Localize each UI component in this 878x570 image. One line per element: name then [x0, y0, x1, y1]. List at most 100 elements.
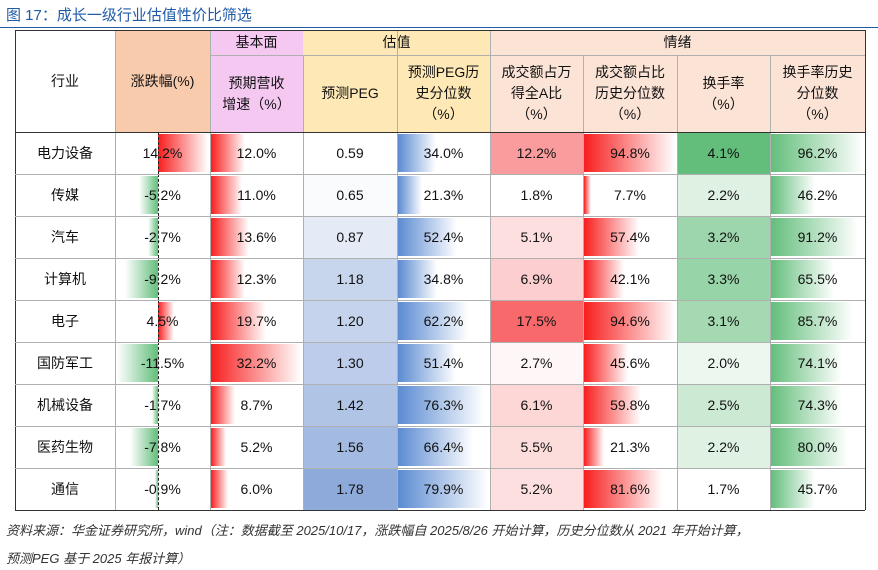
heat-cell	[490, 342, 583, 384]
header-line: 涨跌幅(%)	[130, 72, 195, 89]
cell-text: 65.5%	[797, 270, 838, 287]
heat-cell	[677, 342, 770, 384]
grid-line	[210, 55, 865, 56]
column-header: 预测PEG	[303, 55, 397, 132]
heat-cell	[303, 258, 397, 300]
cell-text: 76.3%	[423, 396, 464, 413]
heat-cell	[303, 384, 397, 426]
cell-text: 3.2%	[707, 228, 740, 245]
data-bar	[771, 470, 815, 508]
cell-text: 4.5%	[146, 312, 179, 329]
data-bar	[130, 428, 158, 466]
cell-text: 17.5%	[516, 312, 557, 329]
data-bar	[771, 260, 834, 298]
data-bar	[584, 386, 642, 424]
footnote: 资料来源：华金证券研究所，wind（注：数据截至 2025/10/17，涨跌幅自…	[6, 523, 749, 538]
data-bar	[211, 428, 226, 466]
cell-text: 2.2%	[707, 438, 740, 455]
cell-text: 94.6%	[610, 312, 650, 329]
header-line: 换手率历史	[782, 64, 853, 80]
cell-text: -9.2%	[144, 270, 181, 287]
column-header: 预测PEG历 史分位数 （%）	[397, 55, 490, 132]
bar-axis	[157, 342, 159, 384]
data-bar	[398, 134, 437, 172]
data-bar	[211, 470, 228, 508]
grid-line	[15, 174, 865, 175]
cell-text: 21.3%	[423, 186, 464, 203]
heat-cell	[303, 132, 397, 174]
header-line: （%）	[703, 95, 744, 112]
data-bar	[584, 176, 592, 214]
cell-text: 14.2%	[142, 144, 183, 161]
heat-cell	[303, 426, 397, 468]
cell-text: 32.2%	[236, 354, 277, 371]
data-bar	[584, 134, 675, 172]
cell-text: 国防军工	[37, 354, 93, 371]
cell-text: 96.2%	[797, 144, 838, 161]
heat-cell	[490, 258, 583, 300]
cell-text: 3.1%	[707, 312, 740, 329]
grid-line	[490, 30, 491, 510]
cell-text: 91.2%	[797, 228, 838, 245]
heat-cell	[490, 300, 583, 342]
data-bar	[398, 218, 458, 256]
cell-text: 12.3%	[236, 270, 277, 287]
cell-text: 74.1%	[797, 354, 838, 371]
cell-text: 45.6%	[610, 354, 650, 371]
cell-text: -5.2%	[144, 186, 181, 203]
cell-text: 1.30	[336, 354, 364, 371]
header-line: 历史分位数	[595, 85, 665, 101]
data-bar	[584, 470, 663, 508]
bar-axis	[157, 468, 159, 510]
data-bar	[398, 176, 422, 214]
cell-text: 85.7%	[797, 312, 838, 329]
data-bar	[211, 176, 242, 214]
header-line: （%）	[423, 106, 464, 122]
grid-line	[770, 55, 771, 510]
cell-text: 52.4%	[423, 228, 464, 245]
cell-text: 19.7%	[236, 312, 277, 329]
data-bar	[157, 302, 174, 340]
data-bar	[398, 260, 438, 298]
header-line: （%）	[797, 106, 838, 122]
cell-text: 0.59	[336, 144, 364, 161]
heat-cell	[490, 174, 583, 216]
data-bar	[398, 344, 456, 382]
column-header: 换手率 （%）	[677, 55, 770, 132]
header-line: （%）	[609, 106, 651, 122]
grid-line	[15, 30, 16, 510]
header-line: 成交额占万	[501, 64, 572, 80]
cell-text: 34.0%	[423, 144, 464, 161]
data-bar	[771, 134, 863, 172]
heat-cell	[303, 300, 397, 342]
header-line: 得全A比	[510, 85, 563, 101]
heat-cell	[677, 468, 770, 510]
cell-text: -7.8%	[144, 438, 181, 455]
cell-text: 汽车	[51, 228, 79, 245]
cell-text: 2.7%	[520, 354, 553, 371]
cell-text: 13.6%	[236, 228, 277, 245]
cell-text: 12.0%	[236, 144, 277, 161]
heat-cell	[677, 426, 770, 468]
grid-line	[15, 216, 865, 217]
heat-cell	[677, 300, 770, 342]
heat-cell	[677, 132, 770, 174]
bar-axis	[157, 132, 159, 174]
title-rule	[0, 27, 878, 28]
heat-cell	[490, 132, 583, 174]
data-bar	[771, 428, 848, 466]
header-line: 史分位数	[415, 85, 472, 101]
cell-text: -2.7%	[144, 228, 181, 245]
bar-axis	[157, 174, 159, 216]
cell-text: -11.5%	[140, 354, 185, 371]
grid-line	[303, 55, 304, 510]
cell-text: 电子	[51, 312, 79, 329]
heat-cell	[677, 174, 770, 216]
data-bar	[211, 386, 236, 424]
cell-text: 计算机	[44, 270, 86, 287]
data-bar	[398, 302, 469, 340]
cell-text: 机械设备	[37, 396, 93, 413]
cell-text: 6.1%	[520, 396, 553, 413]
heat-cell	[303, 342, 397, 384]
grid-line	[583, 55, 584, 510]
